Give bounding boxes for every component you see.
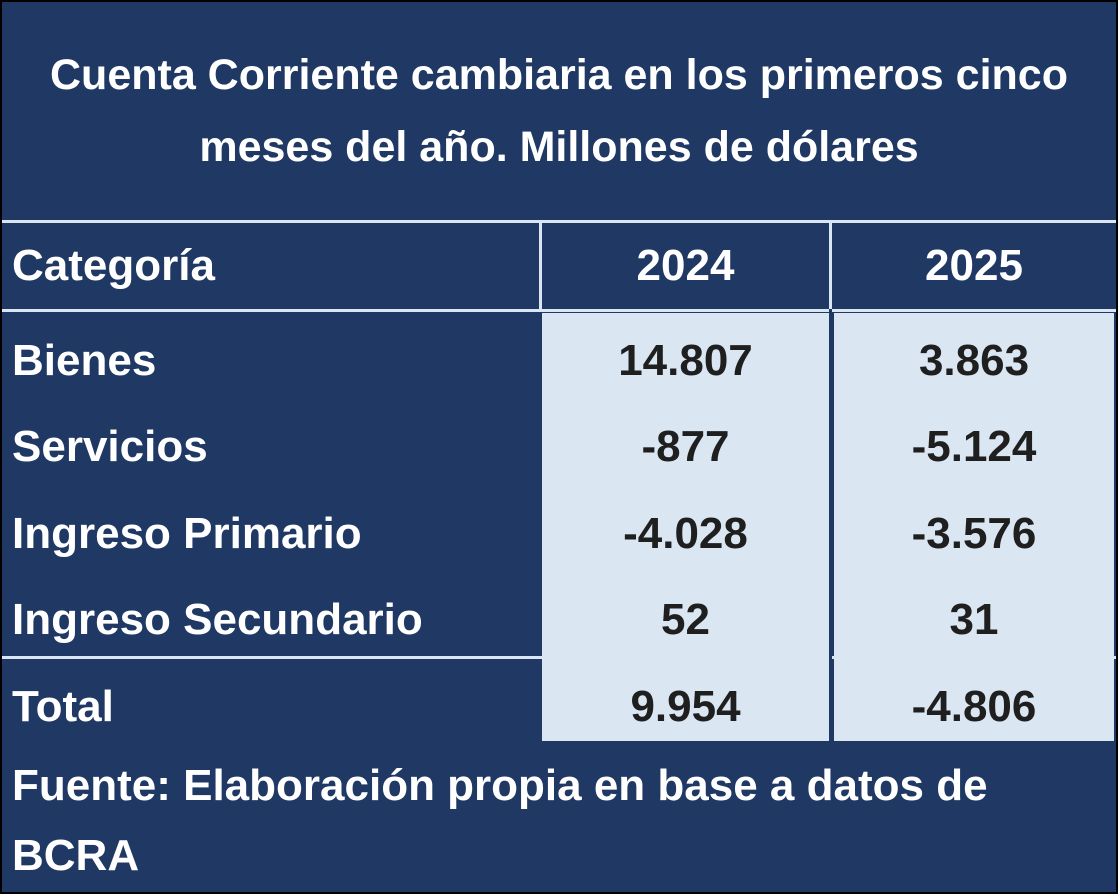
row-servicios-2024: -877 [641,422,730,471]
table-title: Cuenta Corriente cambiaria en los primer… [50,51,1068,171]
row-label-ingreso-secundario: Ingreso Secundario [12,595,423,644]
row-ingreso-primario-2024: -4.028 [623,509,748,558]
row-label-bienes: Bienes [12,336,157,385]
row-ingreso-secundario-2024: 52 [661,595,710,644]
values-column-divider [829,309,832,742]
title-divider [2,220,1116,223]
row-servicios-2025: -5.124 [911,422,1037,471]
header-divider-2 [829,223,832,310]
row-label-servicios: Servicios [12,422,208,471]
row-bienes-2025: 3.863 [918,336,1030,385]
row-total-2024: 9.954 [630,682,741,731]
values-2024-background [542,313,829,741]
row-ingreso-secundario-2025: 31 [949,595,999,644]
header-2025: 2025 [925,241,1023,290]
row-bienes-2024: 14.807 [618,336,753,385]
header-divider [2,309,1116,312]
header-2024: 2024 [636,241,735,290]
row-label-ingreso-primario: Ingreso Primario [12,509,362,558]
source-note: Fuente: Elaboración propia en base a dat… [12,761,988,880]
row-ingreso-primario-2025: -3.576 [911,509,1037,558]
header-category: Categoría [12,241,215,290]
header-divider-1 [539,223,542,310]
row-label-total: Total [12,682,114,731]
total-divider-left [2,656,542,659]
row-total-2025: -4.806 [911,682,1037,731]
values-2025-background [834,313,1114,741]
